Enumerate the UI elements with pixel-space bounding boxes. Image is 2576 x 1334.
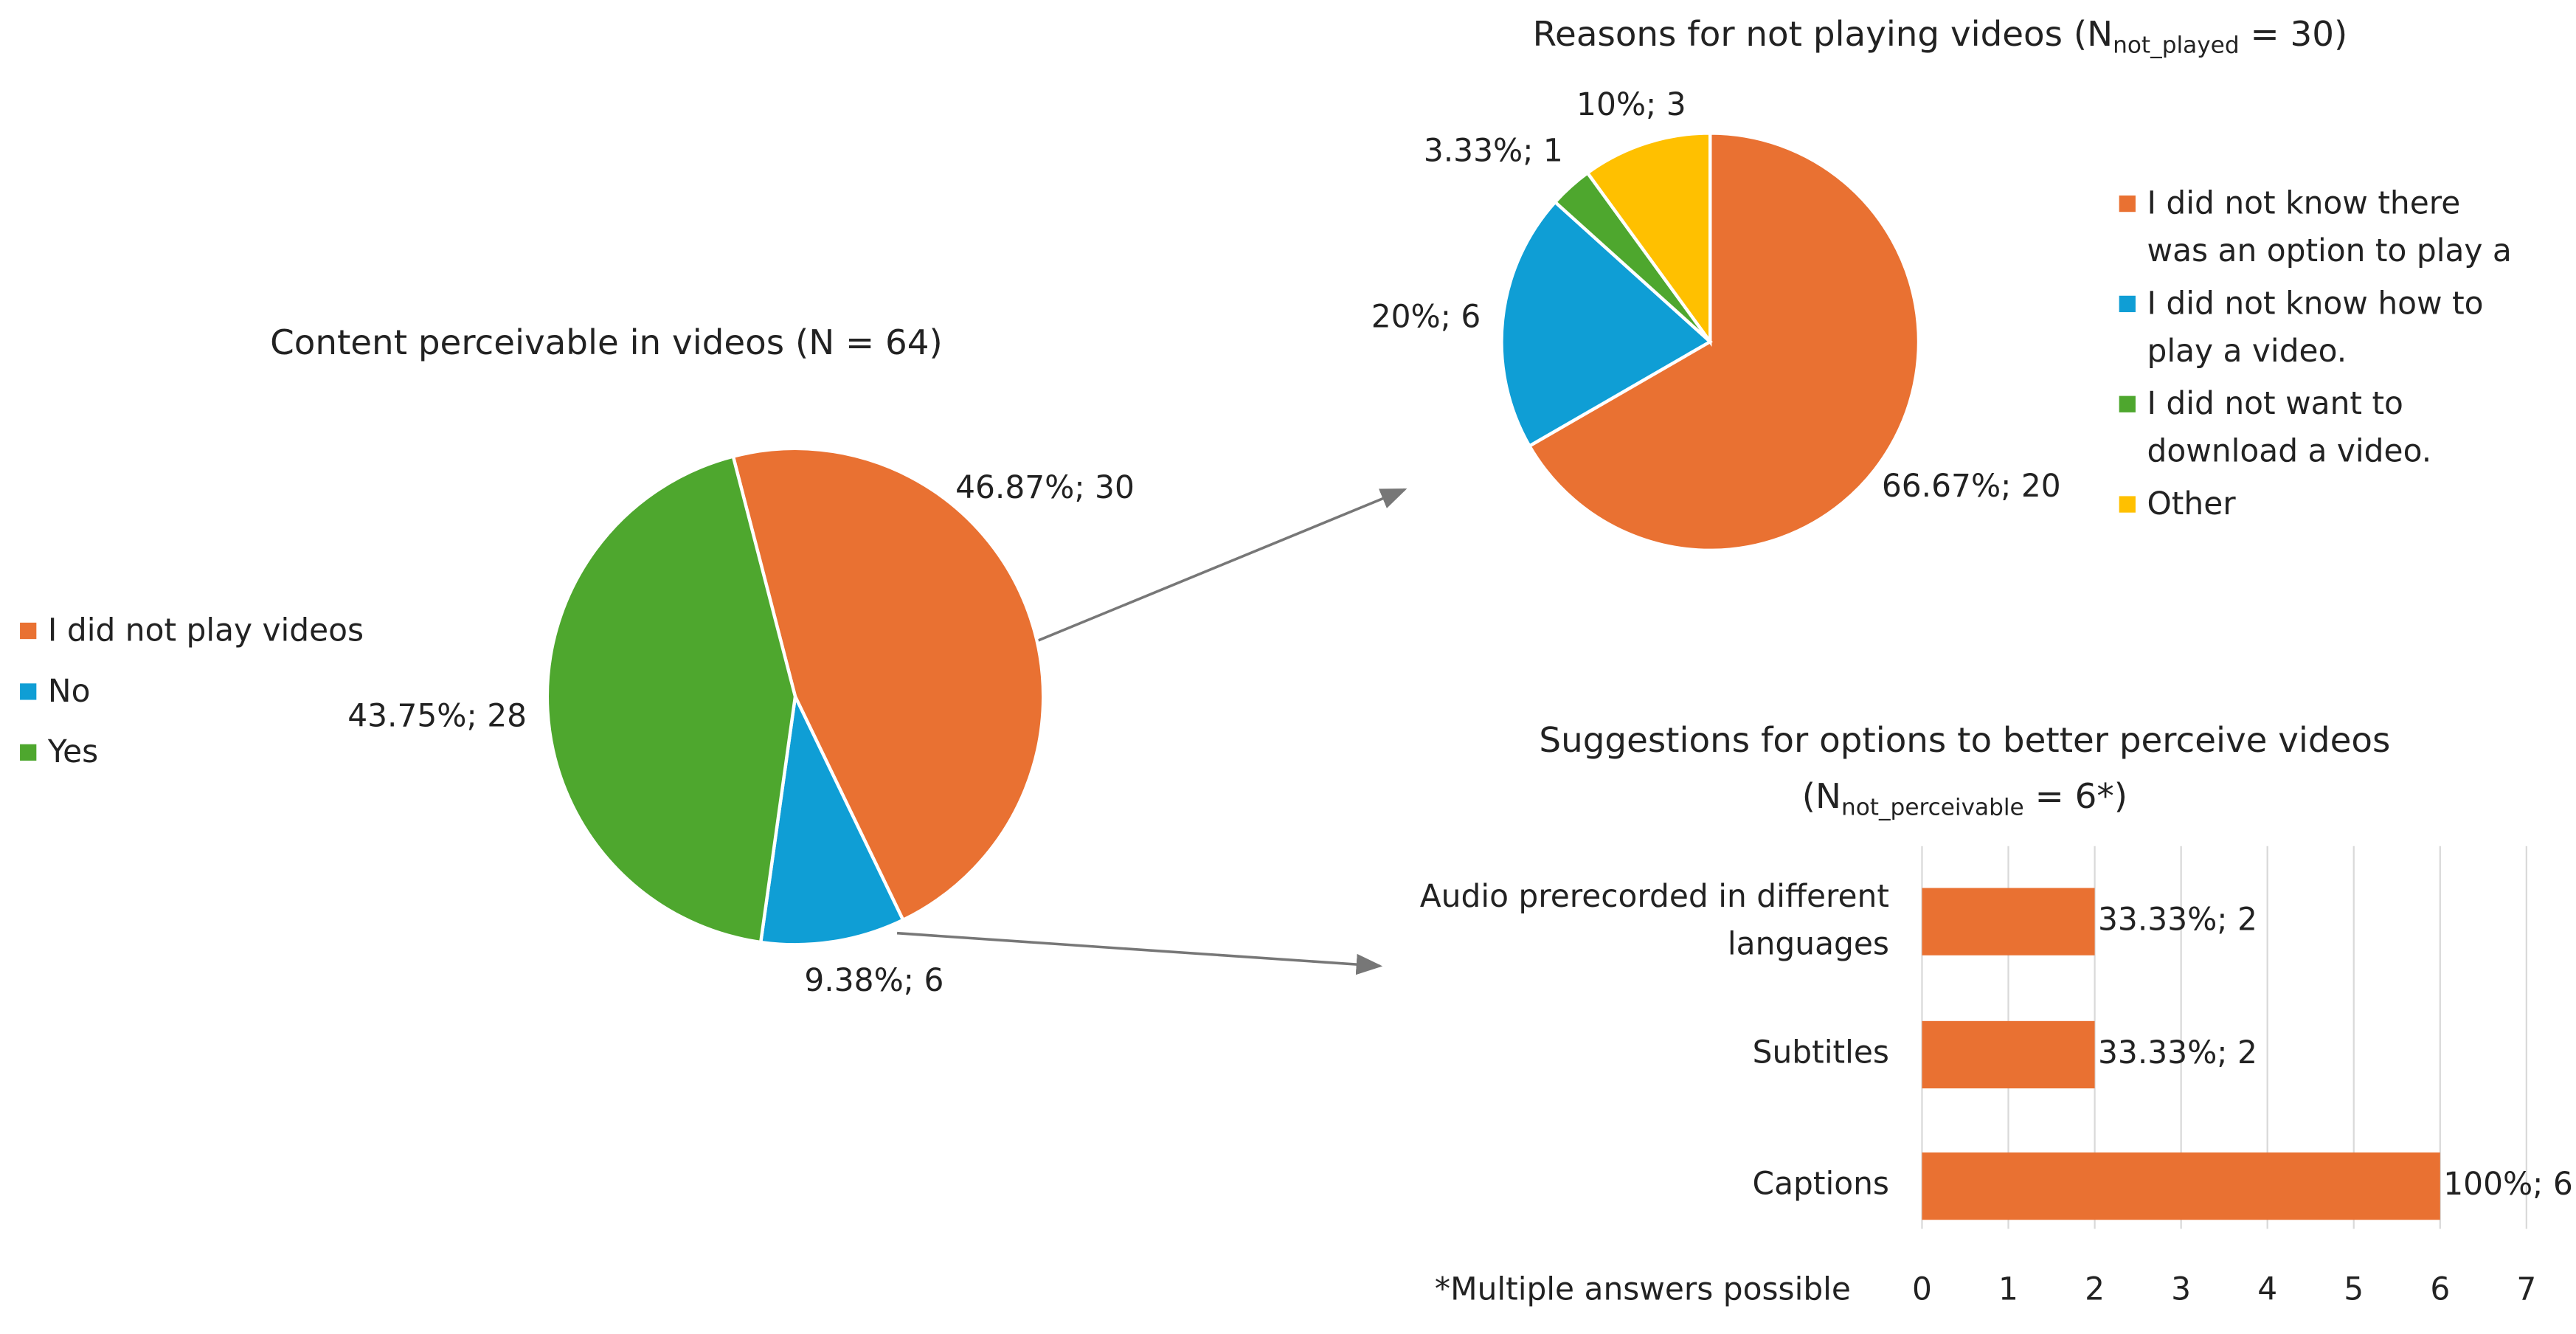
x-tick-label: 7: [2516, 1271, 2536, 1307]
pie-slice: [1585, 131, 1712, 347]
pie-slice: [1527, 131, 1921, 553]
chart-title: Content perceivable in videos (N = 64): [270, 323, 943, 363]
legend-label-box: I did not know there was an option to pl…: [2147, 185, 2512, 283]
y-tick-label-box: Audio prerecorded in different languages: [1419, 879, 1889, 963]
legend-label-box: I did not know how to play a video.: [2147, 286, 2484, 370]
chart-title: (Nnot_perceivable = 6*): [1802, 777, 2127, 821]
title-part: = 30): [2240, 14, 2348, 54]
x-tick-label: 1: [1998, 1271, 2018, 1307]
title-part: Reasons for not playing videos (N: [1533, 14, 2113, 54]
bar: [1922, 1020, 2095, 1089]
legend-label-box: Other: [2147, 486, 2236, 523]
title-subscript: not_played: [2113, 32, 2240, 58]
y-tick-label-box: Subtitles: [1752, 1034, 1889, 1071]
legend-swatch: [2119, 295, 2136, 313]
data-label: 100%; 6: [2443, 1166, 2573, 1202]
legend-label: I did not know how to play a video.: [2147, 286, 2484, 370]
legend-swatch: [20, 622, 37, 640]
data-label: 66.67%; 20: [1882, 468, 2061, 504]
legend-label: Yes: [47, 734, 99, 771]
x-tick-label: 6: [2430, 1271, 2450, 1307]
legend-label-box: Yes: [47, 734, 99, 771]
legend-label-box: I did not play videos: [47, 612, 364, 649]
pie-slice: [1500, 199, 1714, 449]
x-tick-label: 5: [2344, 1271, 2364, 1307]
legend-swatch: [20, 744, 37, 761]
legend-label: Other: [2147, 486, 2236, 523]
footnote: *Multiple answers possible: [1435, 1271, 1851, 1307]
connector-arrow: [896, 931, 1383, 975]
chart-title: Reasons for not playing videos (Nnot_pla…: [1533, 14, 2348, 58]
legend-label: No: [47, 673, 91, 710]
connector-arrow: [985, 488, 1408, 663]
y-tick-label-box: Captions: [1752, 1166, 1889, 1203]
y-tick-label: Captions: [1752, 1166, 1889, 1203]
legend-label: I did not know there was an option to pl…: [2147, 185, 2512, 283]
legend-swatch: [2119, 496, 2136, 513]
x-tick-label: 2: [2085, 1271, 2105, 1307]
legend-swatch: [2119, 395, 2136, 412]
data-label: 20%; 6: [1371, 298, 1481, 334]
data-label: 10%; 3: [1576, 86, 1686, 122]
title-part: = 6*): [2024, 777, 2127, 817]
y-tick-label: Subtitles: [1752, 1034, 1889, 1071]
x-tick-label: 3: [2171, 1271, 2191, 1307]
chart-title: Suggestions for options to better percei…: [1539, 721, 2390, 761]
title-part: (N: [1802, 777, 1841, 817]
legend-label-box: I did not want to download a video.: [2147, 386, 2432, 470]
bar: [1922, 1152, 2440, 1220]
legend-label: I did not want to download a video.: [2147, 386, 2432, 470]
pie-slice: [758, 691, 906, 947]
data-label: 9.38%; 6: [804, 962, 944, 998]
pie-slice: [731, 446, 1045, 922]
data-label: 43.75%; 28: [347, 698, 527, 734]
x-tick-label: 4: [2257, 1271, 2277, 1307]
data-label: 33.33%; 2: [2098, 902, 2257, 938]
bar: [1922, 888, 2095, 955]
y-tick-label: Audio prerecorded in different languages: [1419, 879, 1889, 963]
legend-swatch: [2119, 195, 2136, 212]
legend-label: I did not play videos: [47, 612, 364, 649]
data-label: 46.87%; 30: [955, 469, 1135, 505]
data-label: 33.33%; 2: [2098, 1034, 2257, 1071]
legend-label-box: No: [47, 673, 91, 710]
x-tick-label: 0: [1912, 1271, 1932, 1307]
pie-slice: [545, 454, 797, 944]
legend-swatch: [20, 683, 37, 700]
title-subscript: not_perceivable: [1841, 794, 2024, 820]
data-label: 3.33%; 1: [1424, 133, 1563, 169]
